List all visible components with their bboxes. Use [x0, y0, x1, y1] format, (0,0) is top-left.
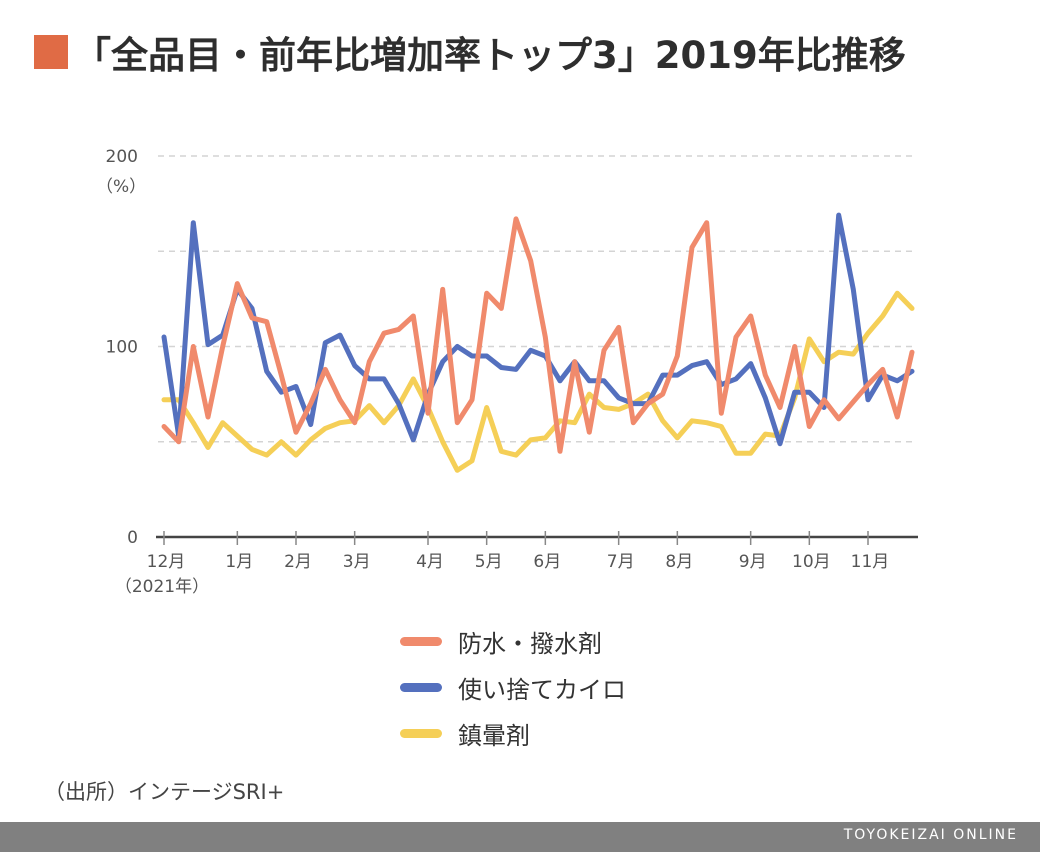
legend-swatch-heat-pack [400, 682, 442, 692]
legend-swatch-waterproof [400, 636, 442, 646]
series-line-1 [161, 212, 915, 447]
legend: 防水・撥水剤 使い捨てカイロ 鎮暈剤 [400, 618, 626, 756]
x-tick-sublabel: （2021年） [115, 577, 209, 597]
legend-label-heat-pack: 使い捨てカイロ [458, 675, 626, 704]
source-note: （出所）インテージSRI+ [44, 780, 285, 804]
x-tick-label: 3月 [343, 552, 371, 572]
line-chart: 0 100 200 12月 （2021年） 1月 2月 3月 4月 5月 6月 7月 8月 9月 10月 11… [96, 147, 918, 597]
x-tick-label: 2月 [284, 552, 312, 572]
x-tick-label: 6月 [533, 552, 561, 572]
x-tick-label: 7月 [607, 552, 635, 572]
chart-title: 「全品目・前年比増加率トップ3」2019年比推移 [74, 34, 906, 77]
title-row: 「全品目・前年比増加率トップ3」2019年比推移 [34, 22, 906, 82]
y-tick-label-100: 100 [106, 338, 138, 358]
x-tick-label: 8月 [665, 552, 693, 572]
x-tick-label: 10月 [792, 552, 831, 572]
x-tick-label: 5月 [475, 552, 503, 572]
legend-label-waterproof: 防水・撥水剤 [458, 629, 602, 658]
x-tick-label: 12月 [147, 552, 186, 572]
y-axis-unit-label: （%） [96, 177, 146, 197]
x-tick-label: 9月 [739, 552, 767, 572]
series-line-0 [161, 216, 915, 454]
footer-brand: TOYOKEIZAI ONLINE [843, 827, 1018, 843]
axis-layer: 0 100 200 12月 （2021年） 1月 2月 3月 4月 5月 6月 7月 8月 9月 10月 11… [106, 147, 918, 597]
legend-item-motion-sickness: 鎮暈剤 [400, 710, 626, 756]
legend-item-waterproof: 防水・撥水剤 [400, 618, 626, 664]
x-tick-label: 4月 [416, 552, 444, 572]
y-tick-label-0: 0 [127, 528, 138, 548]
legend-swatch-motion-sickness [400, 728, 442, 738]
x-tick-label: 11月 [851, 552, 890, 572]
footer-bar: TOYOKEIZAI ONLINE [0, 822, 1040, 852]
title-accent-square [34, 35, 68, 69]
legend-item-heat-pack: 使い捨てカイロ [400, 664, 626, 710]
legend-label-motion-sickness: 鎮暈剤 [458, 721, 530, 750]
x-tick-label: 1月 [225, 552, 253, 572]
series-layer [161, 212, 915, 473]
y-tick-label-200: 200 [106, 147, 138, 167]
